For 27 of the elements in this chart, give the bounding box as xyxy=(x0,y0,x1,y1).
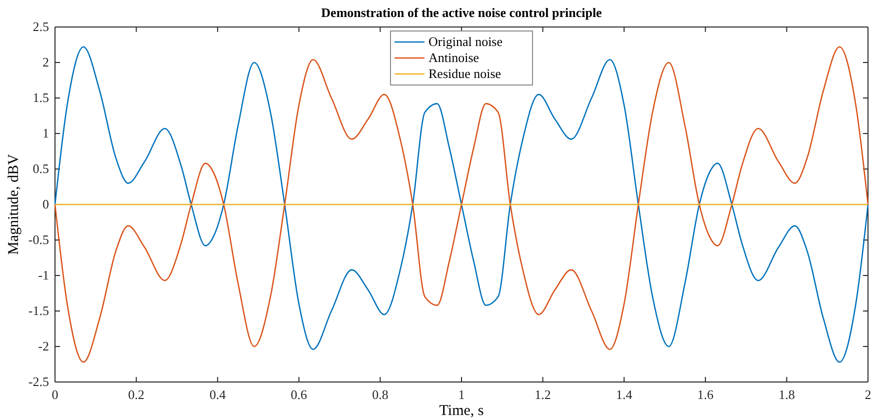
x-tick-label: 1.8 xyxy=(778,387,795,402)
x-tick-label: 1 xyxy=(458,387,465,402)
legend-label: Original noise xyxy=(428,34,503,49)
y-tick-label: 2.5 xyxy=(32,19,49,34)
y-axis-title: Magnitude, dBV xyxy=(6,154,22,255)
legend-label: Antinoise xyxy=(428,50,480,65)
x-tick-label: 0.8 xyxy=(372,387,388,402)
y-tick-label: 1 xyxy=(42,126,49,141)
y-tick-label: 1.5 xyxy=(32,90,49,106)
y-tick-label: -2.5 xyxy=(28,374,49,390)
y-tick-label: -0.5 xyxy=(28,232,49,248)
x-tick-label: 0.4 xyxy=(209,387,226,402)
y-tick-label: 2 xyxy=(42,54,49,70)
x-tick-label: 0.6 xyxy=(290,387,308,402)
x-tick-label: 1.6 xyxy=(697,387,714,402)
y-tick-label: 0 xyxy=(42,196,49,212)
y-tick-label: 0.5 xyxy=(32,161,49,176)
y-tick-label: -1.5 xyxy=(28,303,49,318)
legend-label: Residue noise xyxy=(428,66,502,81)
x-tick-label: 1.2 xyxy=(534,387,551,402)
x-tick-label: 0.2 xyxy=(128,387,144,402)
x-axis-title: Time, s xyxy=(439,403,484,419)
x-tick-label: 1.4 xyxy=(616,387,633,402)
x-tick-label: 2 xyxy=(864,387,872,402)
y-tick-label: -1 xyxy=(38,268,49,283)
chart-title: Demonstration of the active noise control principle xyxy=(321,5,602,20)
y-tick-label: -2 xyxy=(38,338,49,354)
